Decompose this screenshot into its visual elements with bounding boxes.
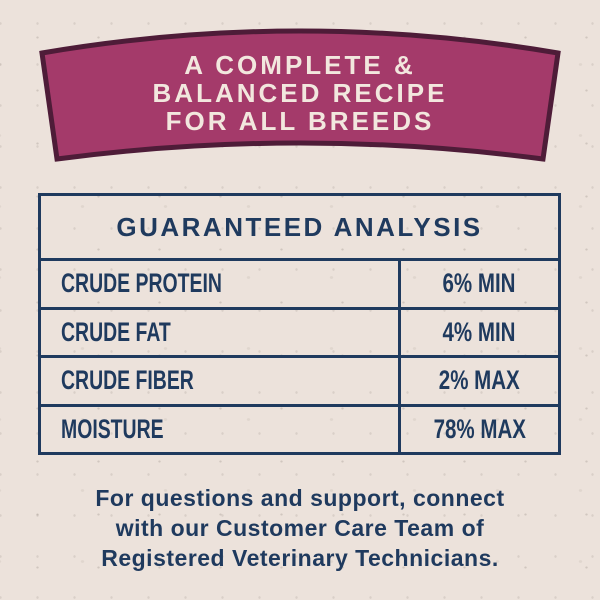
banner-text: A COMPLETE & BALANCED RECIPE FOR ALL BRE…	[0, 51, 600, 135]
table-title: GUARANTEED ANALYSIS	[41, 196, 558, 261]
banner-line-2: BALANCED RECIPE	[152, 78, 448, 108]
row-label-cell: MOISTURE	[41, 407, 398, 453]
row-value-cell: 4% MIN	[398, 309, 558, 355]
row-value: 2% MAX	[439, 365, 520, 396]
footer-support-text: For questions and support, connect with …	[0, 483, 600, 573]
row-label: CRUDE FAT	[61, 316, 171, 347]
table-row: CRUDE FAT 4% MIN	[41, 309, 558, 358]
row-label-cell: CRUDE PROTEIN	[41, 261, 398, 307]
row-label-cell: CRUDE FIBER	[41, 358, 398, 404]
row-label: CRUDE FIBER	[61, 365, 194, 396]
table-row: CRUDE FIBER 2% MAX	[41, 358, 558, 407]
row-value-cell: 2% MAX	[398, 358, 558, 404]
row-label-cell: CRUDE FAT	[41, 310, 398, 356]
banner-line-3: FOR ALL BREEDS	[165, 106, 435, 136]
footer-line-2: with our Customer Care Team of	[115, 515, 485, 541]
banner-ribbon: A COMPLETE & BALANCED RECIPE FOR ALL BRE…	[0, 0, 600, 185]
footer-line-3: Registered Veterinary Technicians.	[101, 545, 499, 571]
guaranteed-analysis-table: GUARANTEED ANALYSIS CRUDE PROTEIN 6% MIN…	[38, 193, 561, 455]
row-label: MOISTURE	[61, 413, 164, 444]
row-value-cell: 78% MAX	[398, 406, 558, 452]
row-value: 6% MIN	[443, 268, 516, 299]
banner-ribbon-path	[39, 28, 561, 162]
table-row: MOISTURE 78% MAX	[41, 406, 558, 453]
table-row: CRUDE PROTEIN 6% MIN	[41, 261, 558, 310]
row-value: 78% MAX	[433, 413, 526, 444]
row-value: 4% MIN	[443, 316, 516, 347]
row-label: CRUDE PROTEIN	[61, 268, 222, 299]
footer-line-1: For questions and support, connect	[95, 485, 505, 511]
banner-line-1: A COMPLETE &	[184, 50, 416, 80]
banner-ribbon-shape	[39, 28, 561, 162]
row-value-cell: 6% MIN	[398, 261, 558, 307]
